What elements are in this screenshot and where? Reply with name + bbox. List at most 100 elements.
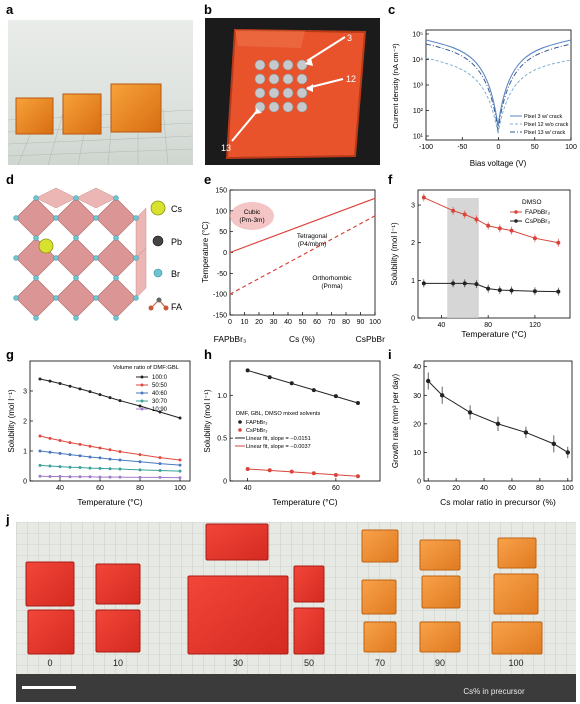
g-legend-marker xyxy=(140,375,144,379)
x-tick-label: 10 xyxy=(241,319,249,326)
g-point xyxy=(88,390,92,394)
y-tick-label: -100 xyxy=(213,292,227,299)
g-series-line-3 xyxy=(39,464,181,472)
h-point xyxy=(311,471,316,476)
ratio-label-90: 90 xyxy=(435,658,445,668)
iv-chart: 10¹ 10² 10³ 10⁴ 10⁵ -100 -50 0 50 100 Pixel 3 w/… xyxy=(391,29,577,168)
g-point xyxy=(178,463,182,467)
g-point xyxy=(38,434,42,438)
x-tick-label: 30 xyxy=(270,319,278,326)
g-point xyxy=(38,463,42,467)
g-point xyxy=(98,446,102,450)
y-tick-label: 0 xyxy=(411,316,415,323)
growth-rate-chart: 0 20 40 60 80 100 0 10 20 30 40 Cs molar ratio in … xyxy=(391,360,574,507)
f-point xyxy=(556,289,561,294)
h-legend-title: DMF, GBL, DMSO mixed solvents xyxy=(236,411,320,417)
h-fit-line-0 xyxy=(247,369,359,404)
g-point xyxy=(178,476,182,480)
h-legend-cs: CsPbBr₃ xyxy=(246,428,268,434)
x-tick-label: 60 xyxy=(313,319,321,326)
g-point xyxy=(108,475,112,479)
g-point xyxy=(158,475,162,479)
f-point xyxy=(532,236,537,241)
g-point xyxy=(48,475,52,478)
legend-pixel-3: Pixel 3 w/ crack xyxy=(524,114,562,120)
phase-tetragonal: Tetragonal xyxy=(297,233,328,240)
phase-orthorhombic: Orthorhombic xyxy=(312,275,352,282)
g-ylabel: Solubility (mol l⁻¹) xyxy=(7,389,16,453)
legend-pb-sphere xyxy=(152,235,164,247)
legend-br: Br xyxy=(171,269,180,279)
ratio-label-10: 10 xyxy=(113,658,123,668)
phase-diagram: -150 -100 -50 0 50 100 150 0 10 20 30 40 50 60 70 80 90… xyxy=(201,188,388,345)
h-point xyxy=(311,388,316,393)
g-legend-marker xyxy=(140,383,144,387)
y-tick-label: -50 xyxy=(217,271,227,278)
g-point xyxy=(178,469,182,473)
g-point xyxy=(98,475,102,479)
f-point xyxy=(532,289,537,294)
x-tick-label: 0 xyxy=(228,319,232,326)
phase-orthorhombic-group: (Pnma) xyxy=(321,283,342,290)
legend-pixel-13: Pixel 13 w/ crack xyxy=(524,130,566,136)
pixel-label-13: 13 xyxy=(221,143,231,153)
crystal-100 xyxy=(491,621,543,655)
f-point xyxy=(421,281,426,286)
g-point xyxy=(118,467,122,471)
e-xlabel: Cs (%) xyxy=(289,334,315,344)
crystal-70 xyxy=(361,579,397,615)
g-point xyxy=(68,475,72,479)
x-tick-label: 80 xyxy=(136,485,144,492)
x-tick-label: 80 xyxy=(484,322,492,329)
y-tick-label: 10⁵ xyxy=(412,32,423,39)
panel-f-chart: 40 80 120 0 1 2 3 DMSO FAPbBr₃ CsPbBr₃ Tempera… xyxy=(388,180,578,345)
g-xlabel: Temperature (°C) xyxy=(77,497,142,507)
g-legend-marker xyxy=(140,391,144,395)
g-point xyxy=(68,441,72,445)
g-legend-title: Volume ratio of DMF:GBL xyxy=(113,365,180,371)
x-tick-label: 40 xyxy=(244,485,252,492)
g-legend-label: 10:90 xyxy=(152,407,168,413)
g-point xyxy=(78,387,82,391)
g-point xyxy=(98,393,102,397)
x-tick-label: 70 xyxy=(328,319,336,326)
f-point xyxy=(462,212,467,217)
crystal-100 xyxy=(493,573,539,615)
g-point xyxy=(48,450,52,454)
g-point xyxy=(48,379,52,383)
legend-cs-sphere xyxy=(150,200,166,216)
g-point xyxy=(48,436,52,440)
y-tick-label: 1 xyxy=(411,278,415,285)
x-tick-label: 0 xyxy=(426,485,430,492)
crystal-30 xyxy=(205,523,269,561)
panel-b-photo: 3 12 13 xyxy=(205,18,380,165)
g-point xyxy=(178,416,182,420)
panel-label-f: f xyxy=(388,172,393,187)
g-point xyxy=(68,384,72,388)
h-point xyxy=(355,401,360,405)
g-point xyxy=(78,442,82,446)
f-point xyxy=(462,281,467,286)
iv-curve-pixel-13 xyxy=(425,43,572,131)
x-tick-label: 50 xyxy=(531,144,539,151)
panel-c-chart: 10¹ 10² 10³ 10⁴ 10⁵ -100 -50 0 50 100 Pixel 3 w/… xyxy=(388,16,578,172)
c-ylabel: Current density (nA cm⁻²) xyxy=(391,43,400,129)
crystal-50 xyxy=(293,607,325,655)
panel-d-structure: Cs Pb Br FA xyxy=(6,187,196,340)
panel-h-chart: 40 60 0 0.5 1.0 DMF, GBL, DMSO mixed solvent… xyxy=(200,355,385,510)
perovskite-structure: Cs Pb Br FA xyxy=(13,187,182,321)
y-tick-label: 50 xyxy=(219,229,227,236)
ratio-label-100: 100 xyxy=(508,658,523,668)
e-end-label-left: FAPbBr₃ xyxy=(214,334,247,344)
legend-fa: FA xyxy=(171,302,182,312)
shaded-temperature-region xyxy=(447,198,479,318)
h-point xyxy=(267,468,272,473)
crystal-70 xyxy=(363,621,397,653)
g-point xyxy=(178,458,182,462)
g-point xyxy=(158,456,162,460)
panel-e-chart: -150 -100 -50 0 50 100 150 0 10 20 30 40 50 60 70 80 90… xyxy=(200,180,388,345)
g-point xyxy=(98,466,102,470)
crystal-large xyxy=(110,83,162,133)
solubility-dmf-gbl-chart: 40 60 80 100 0 1 2 3 Volume ratio of DMF:GBL 10… xyxy=(7,360,191,507)
crystal-90 xyxy=(421,575,461,609)
